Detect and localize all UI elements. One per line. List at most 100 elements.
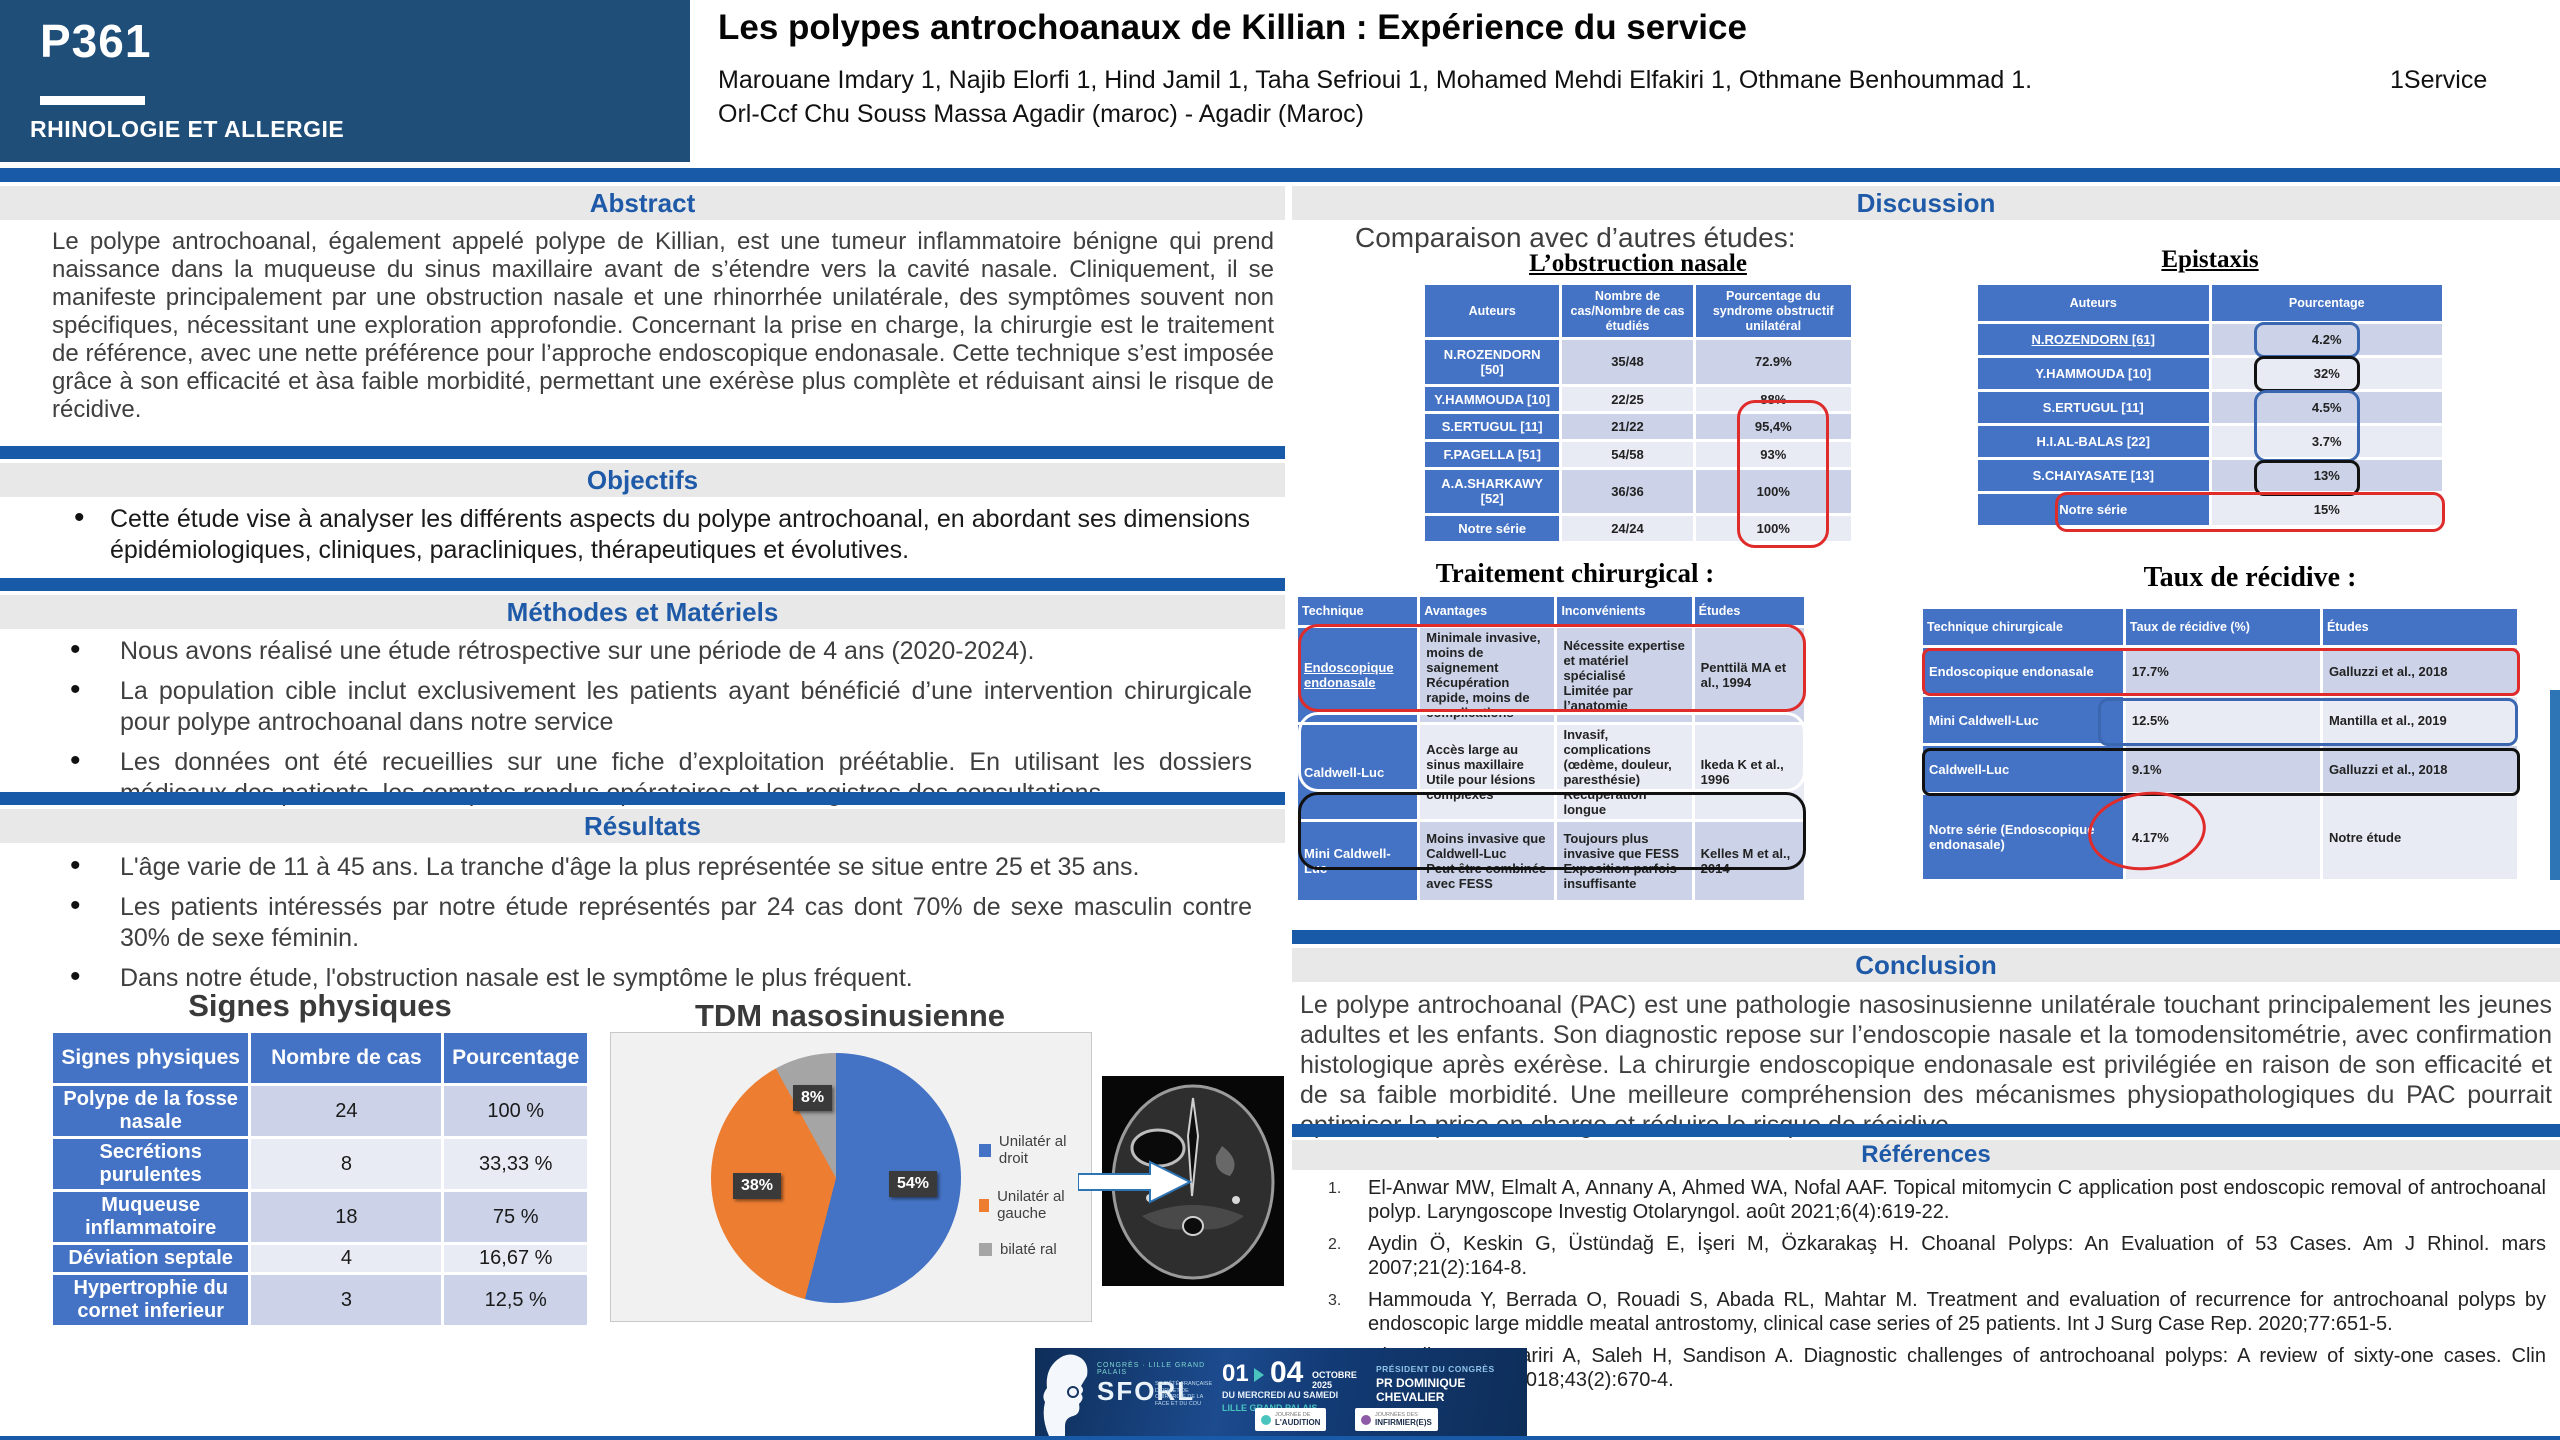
- table-row: Déviation septale 4 16,67 %: [53, 1245, 587, 1272]
- table-row: Notre série 24/24 100%: [1425, 516, 1851, 541]
- resultats-bullet: Dans notre étude, l'obstruction nasale e…: [52, 961, 1252, 994]
- objectifs-bullet: Cette étude vise à analyser les différen…: [70, 502, 1250, 566]
- col-header: Signes physiques: [53, 1033, 249, 1083]
- col-header: Technique chirurgicale: [1923, 609, 2123, 645]
- table-row: N.ROZENDORN [61] 4.2%: [1978, 324, 2442, 355]
- methodes-title: Méthodes et Matériels: [506, 597, 779, 627]
- table-row: A.A.SHARKAWY [52] 36/36 100%: [1425, 469, 1851, 514]
- resultats-bullet: L'âge varie de 11 à 45 ans. La tranche d…: [52, 850, 1252, 883]
- congress-banner: CONGRÈS · LILLE GRAND PALAIS SFORL SOCIÉ…: [1035, 1348, 1527, 1436]
- col-header: Avantages: [1420, 597, 1555, 625]
- legend-swatch: [979, 1143, 991, 1157]
- col-header: Pourcentage du syndrome obstructif unila…: [1695, 285, 1851, 337]
- legend-item: Unilatér al droit: [979, 1133, 1091, 1167]
- poster-id-box: P361 RHINOLOGIE ET ALLERGIE: [0, 0, 690, 162]
- discussion-band: Discussion: [1292, 186, 2560, 220]
- table-row: Caldwell-Luc Accès large au sinus maxill…: [1298, 725, 1804, 819]
- table-row: H.I.AL-BALAS [22] 3.7%: [1978, 426, 2442, 457]
- pie-chart: 54% 38% 8% Unilatér al droit Unilatér al…: [610, 1032, 1092, 1322]
- date-start: 01: [1222, 1360, 1249, 1387]
- reference-item: Hammouda Y, Berrada O, Rouadi S, Abada R…: [1328, 1289, 2546, 1335]
- arrow-right-icon: [1254, 1368, 1264, 1382]
- divider-bar: [1292, 930, 2560, 944]
- col-header: Technique: [1298, 597, 1418, 625]
- congress-line: CONGRÈS · LILLE GRAND PALAIS: [1097, 1362, 1206, 1376]
- legend-item: Unilatér al gauche: [979, 1188, 1091, 1222]
- resultats-band: Résultats: [0, 809, 1285, 843]
- conclusion-title: Conclusion: [1855, 950, 1997, 980]
- infirmieres-badge-text: INFIRMIER(E)S: [1375, 1418, 1432, 1427]
- audition-badge-label: JOURNÉE DE: [1275, 1412, 1311, 1418]
- sforl-logo-zone: CONGRÈS · LILLE GRAND PALAIS SFORL SOCIÉ…: [1035, 1348, 1220, 1436]
- poster-title: Les polypes antrochoanaux de Killian : E…: [718, 8, 1747, 47]
- objectifs-title: Objectifs: [586, 465, 699, 495]
- table-row: Y.HAMMOUDA [10] 32%: [1978, 358, 2442, 389]
- objectifs-band: Objectifs: [0, 463, 1285, 497]
- table-row: S.ERTUGUL [11] 21/22 95,4%: [1425, 414, 1851, 439]
- affiliation: Orl-Ccf Chu Souss Massa Agadir (maroc) -…: [718, 100, 1365, 128]
- references-title: Références: [1861, 1141, 1991, 1168]
- audition-badge: JOURNÉE DE L'AUDITION: [1255, 1408, 1327, 1431]
- conclusion-band: Conclusion: [1292, 948, 2560, 982]
- signes-table-title: Signes physiques: [188, 988, 452, 1023]
- resultats-list: L'âge varie de 11 à 45 ans. La tranche d…: [52, 850, 1252, 1003]
- audition-badge-icon: [1261, 1414, 1271, 1425]
- sforl-logo: SFORL: [1097, 1376, 1196, 1406]
- pie-value-label: 38%: [733, 1173, 782, 1199]
- divider-bar: [0, 792, 1285, 805]
- col-header: Auteurs: [1425, 285, 1560, 337]
- audition-badge-text: L'AUDITION: [1275, 1418, 1321, 1427]
- table-row: Notre série 15%: [1978, 494, 2442, 525]
- abstract-title: Abstract: [589, 188, 696, 218]
- recidive-table-title: Taux de récidive :: [2143, 562, 2357, 593]
- methodes-bullet: Nous avons réalisé une étude rétrospecti…: [52, 634, 1252, 667]
- conclusion-text: Le polype antrochoanal (PAC) est une pat…: [1300, 991, 2552, 1139]
- legend-item: bilaté ral: [979, 1241, 1057, 1258]
- table-row: S.CHAIYASATE [13] 13%: [1978, 460, 2442, 491]
- traitement-table-title: Traitement chirurgical :: [1435, 558, 1715, 588]
- methodes-band: Méthodes et Matériels: [0, 595, 1285, 629]
- discussion-title: Discussion: [1856, 188, 1996, 218]
- table-row: N.ROZENDORN [50] 35/48 72.9%: [1425, 340, 1851, 384]
- abstract-text: Le polype antrochoanal, également appelé…: [52, 228, 1274, 423]
- table-row: Muqueuse inflammatoire 18 75 %: [53, 1192, 587, 1242]
- resultats-bullet: Les patients intéressés par notre étude …: [52, 890, 1252, 954]
- recidive-table: Technique chirurgicale Taux de récidive …: [1920, 606, 2520, 879]
- legend-label: bilaté ral: [1000, 1241, 1057, 1258]
- infirmieres-badge-label: JOURNÉES DES: [1375, 1412, 1418, 1418]
- poster-authors: Marouane Imdary 1, Najib Elorfi 1, Hind …: [718, 66, 2033, 94]
- methodes-list: Nous avons réalisé une étude rétrospecti…: [52, 634, 1252, 818]
- objectifs-list: Cette étude vise à analyser les différen…: [70, 502, 1250, 575]
- header-dash: [40, 96, 145, 105]
- pie-value-label: 54%: [889, 1171, 938, 1197]
- top-divider-bar: [0, 168, 2560, 182]
- table-row: Mini Caldwell-Luc Moins invasive que Cal…: [1298, 822, 1804, 900]
- col-header: Nombre de cas/Nombre de cas étudiés: [1562, 285, 1693, 337]
- table-row: Secrétions purulentes 8 33,33 %: [53, 1139, 587, 1189]
- poster-id: P361: [40, 15, 152, 67]
- table-row: Caldwell-Luc 9.1% Galluzzi et al., 2018: [1923, 746, 2517, 792]
- face-silhouette-icon: [1043, 1354, 1088, 1436]
- obstruction-table-title: L’obstruction nasale: [1529, 250, 1747, 277]
- infirmieres-badge: JOURNÉES DES INFIRMIER(E)S: [1355, 1408, 1438, 1431]
- signes-table: Signes physiques Nombre de cas Pourcenta…: [50, 1030, 590, 1325]
- president-label: PRÉSIDENT DU CONGRÈS: [1376, 1364, 1495, 1374]
- table-row: Polype de la fosse nasale 24 100 %: [53, 1086, 587, 1136]
- pie-chart-title: TDM nasosinusienne: [694, 998, 1006, 1033]
- table-row: S.ERTUGUL [11] 4.5%: [1978, 392, 2442, 423]
- discussion-intro: Comparaison avec d’autres études:: [1355, 222, 1796, 253]
- arrow-icon: [1077, 1158, 1194, 1206]
- table-row: Endoscopique endonasale 17.7% Galluzzi e…: [1923, 648, 2517, 694]
- sforl-logo-subtext: SOCIÉTÉ FRANÇAISE D'ORL ET DE CHIRURGIE …: [1155, 1381, 1213, 1407]
- right-edge-bar: [2550, 690, 2560, 880]
- epistaxis-table-title: Epistaxis: [2161, 246, 2259, 273]
- pie-value-label: 8%: [793, 1085, 833, 1111]
- legend-swatch: [979, 1243, 992, 1256]
- reference-item: Aydin Ö, Keskin G, Üstündağ E, İşeri M, …: [1328, 1233, 2546, 1279]
- reference-item: El-Anwar MW, Elmalt A, Annany A, Ahmed W…: [1328, 1177, 2546, 1223]
- col-header: Études: [1694, 597, 1804, 625]
- legend-swatch: [979, 1198, 990, 1212]
- table-row: Y.HAMMOUDA [10] 22/25 88%: [1425, 386, 1851, 412]
- affiliation-sup: 1Service: [2390, 66, 2488, 94]
